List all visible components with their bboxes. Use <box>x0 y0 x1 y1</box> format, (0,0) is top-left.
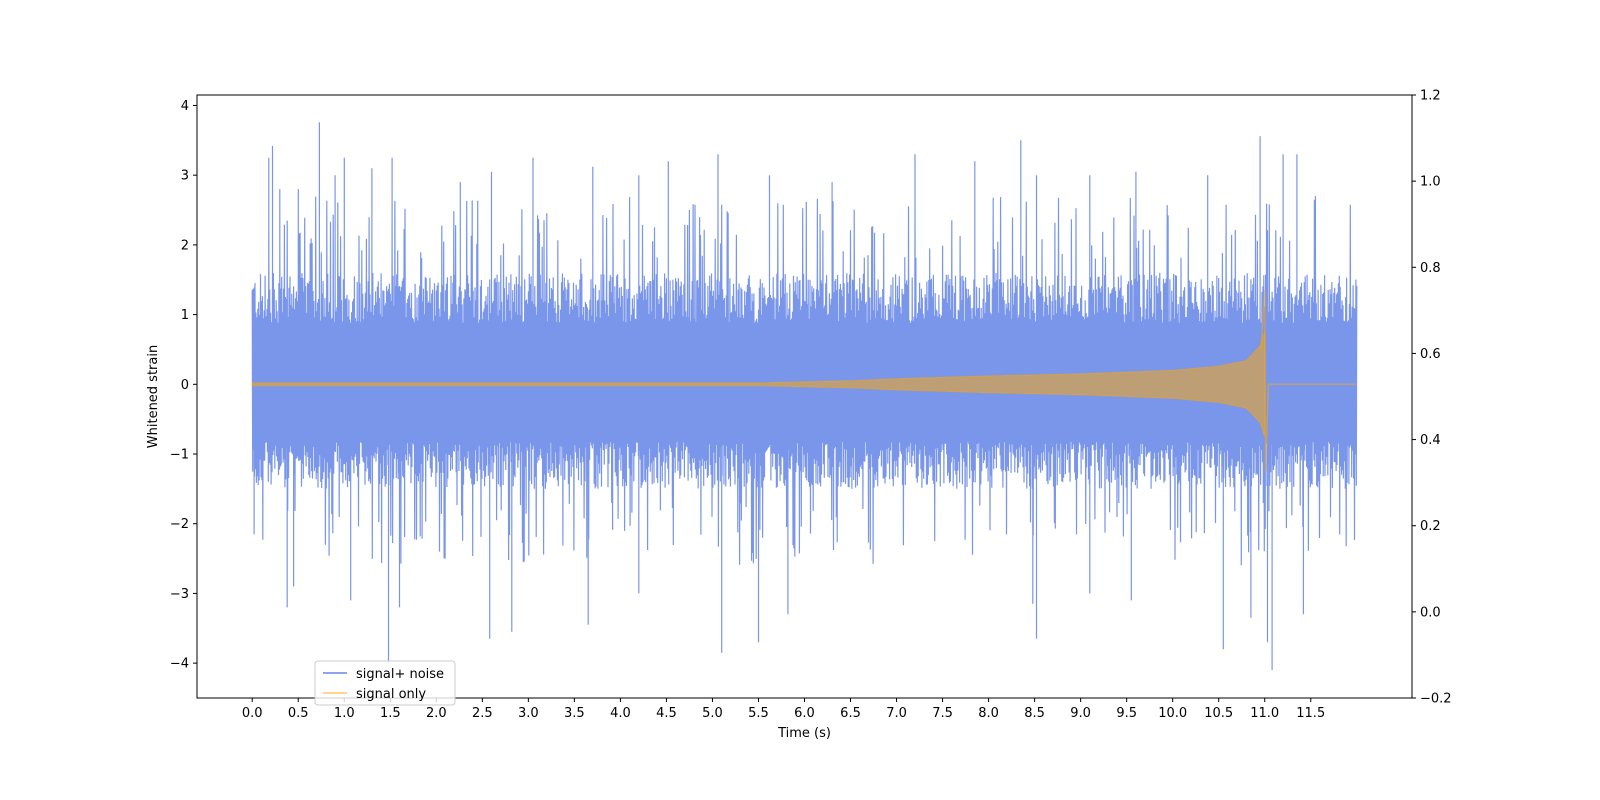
x-axis-label: Time (s) <box>777 726 831 741</box>
legend-box <box>314 660 456 706</box>
x-tick-label: 7.5 <box>932 706 953 721</box>
legend-label-signal-noise: signal+ noise <box>356 667 444 682</box>
x-tick-label: 9.5 <box>1116 706 1137 721</box>
x-tick-label: 11.5 <box>1296 706 1325 721</box>
x-tick-label: 1.5 <box>380 706 401 721</box>
x-tick-label: 5.0 <box>702 706 723 721</box>
x-tick-label: 8.5 <box>1024 706 1045 721</box>
x-tick-label: 3.5 <box>564 706 585 721</box>
y-tick-label: −4 <box>170 657 189 672</box>
legend: signal+ noise signal only <box>314 660 456 706</box>
series-signal-only-line <box>1260 290 1357 472</box>
y2-tick-label: 1.2 <box>1420 89 1441 104</box>
y-tick-label: 2 <box>181 238 189 253</box>
legend-label-signal-only: signal only <box>356 687 426 702</box>
series-layer <box>251 122 1358 671</box>
x-tick-label: 8.0 <box>978 706 999 721</box>
y-tick-label: 1 <box>181 308 189 323</box>
x-tick-label: 6.5 <box>840 706 861 721</box>
x-tick-label: 5.5 <box>748 706 769 721</box>
x-tick-label: 9.0 <box>1070 706 1091 721</box>
y-axis-left: −4 −3 −2 −1 0 1 2 3 4 <box>170 99 197 672</box>
y-tick-label: −3 <box>170 587 189 602</box>
y2-tick-label: 1.0 <box>1420 175 1441 190</box>
y-tick-label: −2 <box>170 517 189 532</box>
x-tick-label: 1.0 <box>334 706 355 721</box>
y-tick-label: 0 <box>181 378 189 393</box>
x-tick-label: 3.0 <box>518 706 539 721</box>
y2-tick-label: 0.6 <box>1420 347 1441 362</box>
y2-tick-label: 0.2 <box>1420 519 1441 534</box>
x-tick-label: 11.0 <box>1250 706 1279 721</box>
y-tick-label: 4 <box>181 99 189 114</box>
y2-tick-label: 0.8 <box>1420 261 1441 276</box>
x-tick-label: 0.5 <box>288 706 309 721</box>
y-tick-label: −1 <box>170 448 189 463</box>
x-tick-label: 4.5 <box>656 706 677 721</box>
x-tick-label: 2.0 <box>426 706 447 721</box>
y2-tick-label: −0.2 <box>1420 692 1452 707</box>
y2-tick-label: 0.0 <box>1420 605 1441 620</box>
x-tick-label: 0.0 <box>242 706 263 721</box>
y-axis-label: Whitened strain <box>146 345 161 448</box>
x-tick-label: 7.0 <box>886 706 907 721</box>
x-tick-label: 6.0 <box>794 706 815 721</box>
x-axis: 0.0 0.5 1.0 1.5 2.0 2.5 3.0 3.5 4.0 4.5 5.0 5.5 6.0 6… <box>242 698 1325 721</box>
series-signal-noise-line <box>251 122 1358 671</box>
x-tick-label: 10.5 <box>1204 706 1233 721</box>
x-tick-label: 2.5 <box>472 706 493 721</box>
x-tick-label: 4.0 <box>610 706 631 721</box>
x-tick-label: 10.0 <box>1158 706 1187 721</box>
y-axis-right: −0.2 0.0 0.2 0.4 0.6 0.8 1.0 1.2 <box>1412 89 1452 707</box>
y-tick-label: 3 <box>181 169 189 184</box>
y2-tick-label: 0.4 <box>1420 433 1441 448</box>
